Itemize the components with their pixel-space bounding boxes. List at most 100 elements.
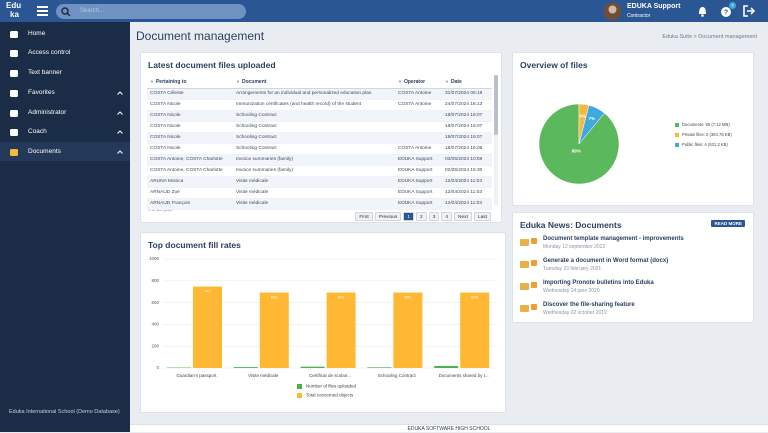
sidebar: Eduka International School (Demo Databas… <box>0 22 130 432</box>
cell-text: ARNAUD François <box>150 201 190 206</box>
cell-text: Visite médicale <box>236 179 268 184</box>
column-header[interactable]: ▼Date <box>442 77 492 88</box>
cell: Schooling Contract <box>233 110 395 121</box>
logout-icon[interactable] <box>743 5 755 17</box>
menu-toggle[interactable] <box>37 5 48 17</box>
chevron <box>117 150 123 154</box>
bar-label: 692 <box>471 295 478 300</box>
column-title: Date <box>451 79 462 85</box>
pie-chart: 89%Documents: 55 (7.12 MB)4%Private file… <box>513 53 753 205</box>
page-button[interactable]: 2 <box>416 212 427 221</box>
menu-item[interactable]: Administrator <box>0 103 130 122</box>
icon-shape <box>10 90 18 97</box>
column-title: Document <box>242 79 266 85</box>
page-button[interactable]: Next <box>454 212 472 221</box>
cell-text: Invoice summaries (family) <box>236 157 293 162</box>
read-more-button[interactable]: READ MORE <box>711 220 745 227</box>
cell: Visite médicale <box>233 187 395 198</box>
news-icon <box>520 281 540 291</box>
icon-shape <box>10 31 18 38</box>
news-card: Eduka News: Documents READ MORE Document… <box>512 212 754 323</box>
page-button[interactable]: Last <box>474 212 491 221</box>
legend-label: Number of files uploaded <box>306 384 357 389</box>
user-role: Contractor <box>627 13 650 19</box>
cell-text: COSTA Antoine <box>398 91 431 96</box>
page-button[interactable]: First <box>355 212 372 221</box>
menu-item[interactable]: Coach <box>0 122 130 141</box>
scroll-thumb[interactable] <box>494 75 498 135</box>
chevron-shape <box>118 112 123 115</box>
cell-text: 24/07/2024 16:13 <box>445 102 482 107</box>
cell <box>395 121 442 132</box>
overview-card: Overview of files 89%Documents: 55 (7.12… <box>512 52 754 206</box>
column-header[interactable]: ▼Operator <box>395 77 442 88</box>
page-button[interactable]: Previous <box>375 212 402 221</box>
x-tick-label: Guardian's passport <box>176 373 217 378</box>
bar <box>460 293 489 368</box>
legend-label: Total concerned objects <box>306 393 354 398</box>
rss-shape <box>531 304 537 310</box>
news-title[interactable]: Importing Pronote bulletins into Eduka <box>543 280 654 286</box>
cell-text: 12/04/2024 11:03 <box>445 190 482 195</box>
menu-item[interactable]: Favorites <box>0 83 130 102</box>
cell-text: 31/07/2024 06:19 <box>445 91 482 96</box>
bar <box>301 367 325 368</box>
cell-text: Invoice summaries (family) <box>236 168 293 173</box>
menu-item[interactable]: Documents <box>0 142 130 161</box>
page-button[interactable]: 1 <box>403 212 414 221</box>
cell-text: 12/04/2024 11:03 <box>445 179 482 184</box>
column-header[interactable]: ▼Document <box>233 77 395 88</box>
legend-swatch <box>675 143 679 147</box>
bell-icon[interactable] <box>697 5 708 17</box>
page-button[interactable]: 4 <box>441 212 452 221</box>
cell: 03/05/2024 10:59 <box>442 154 492 165</box>
rss-shape <box>531 282 537 288</box>
menu-icon <box>9 48 19 58</box>
bar-label: 692 <box>405 295 412 300</box>
y-tick-label: 1000 <box>149 256 160 261</box>
column-header[interactable]: ▼Pertaining to <box>147 77 233 88</box>
menu-item[interactable]: Text banner <box>0 63 130 82</box>
cell-text: Visite médicale <box>236 201 268 206</box>
user-name[interactable]: EDUKA Support <box>627 3 680 10</box>
cell: COSTA Nicole <box>147 132 233 143</box>
legend-label: Public files: 4 (531.3 KB) <box>682 142 728 147</box>
folder-shape <box>520 283 529 290</box>
cell-text: ARNAUD Zoé <box>150 190 180 195</box>
cell-text: COSTA Nicole <box>150 135 181 140</box>
avatar[interactable] <box>603 2 622 21</box>
filter-icon: ▼ <box>445 79 449 84</box>
y-tick-label: 200 <box>151 343 159 348</box>
news-title[interactable]: Discover the file-sharing feature <box>543 302 635 308</box>
menu-item[interactable]: Access control <box>0 43 130 62</box>
page-button[interactable]: 3 <box>429 212 440 221</box>
menu-item[interactable]: Home <box>0 24 130 43</box>
search-box[interactable]: Search... <box>56 4 246 19</box>
chevron <box>117 111 123 115</box>
cell: COSTA Céleste <box>147 88 233 99</box>
news-title[interactable]: Document template management - improveme… <box>543 236 684 242</box>
breadcrumb[interactable]: Eduka Suite > Document management <box>662 34 757 40</box>
cell: 12/04/2024 11:03 <box>442 176 492 187</box>
cell: Invoice summaries (family) <box>233 154 395 165</box>
cell-text: COSTA Nicole <box>150 113 181 118</box>
page-title: Document management <box>136 29 264 43</box>
x-tick-label: Visite médicale <box>248 373 279 378</box>
bar <box>193 287 222 368</box>
cell: Schooling Contract <box>233 132 395 143</box>
news-title[interactable]: Generate a document in Word format (docx… <box>543 258 668 264</box>
cell-text: 03/05/2024 10:59 <box>445 157 482 162</box>
cell: EDUKA Support <box>395 154 442 165</box>
